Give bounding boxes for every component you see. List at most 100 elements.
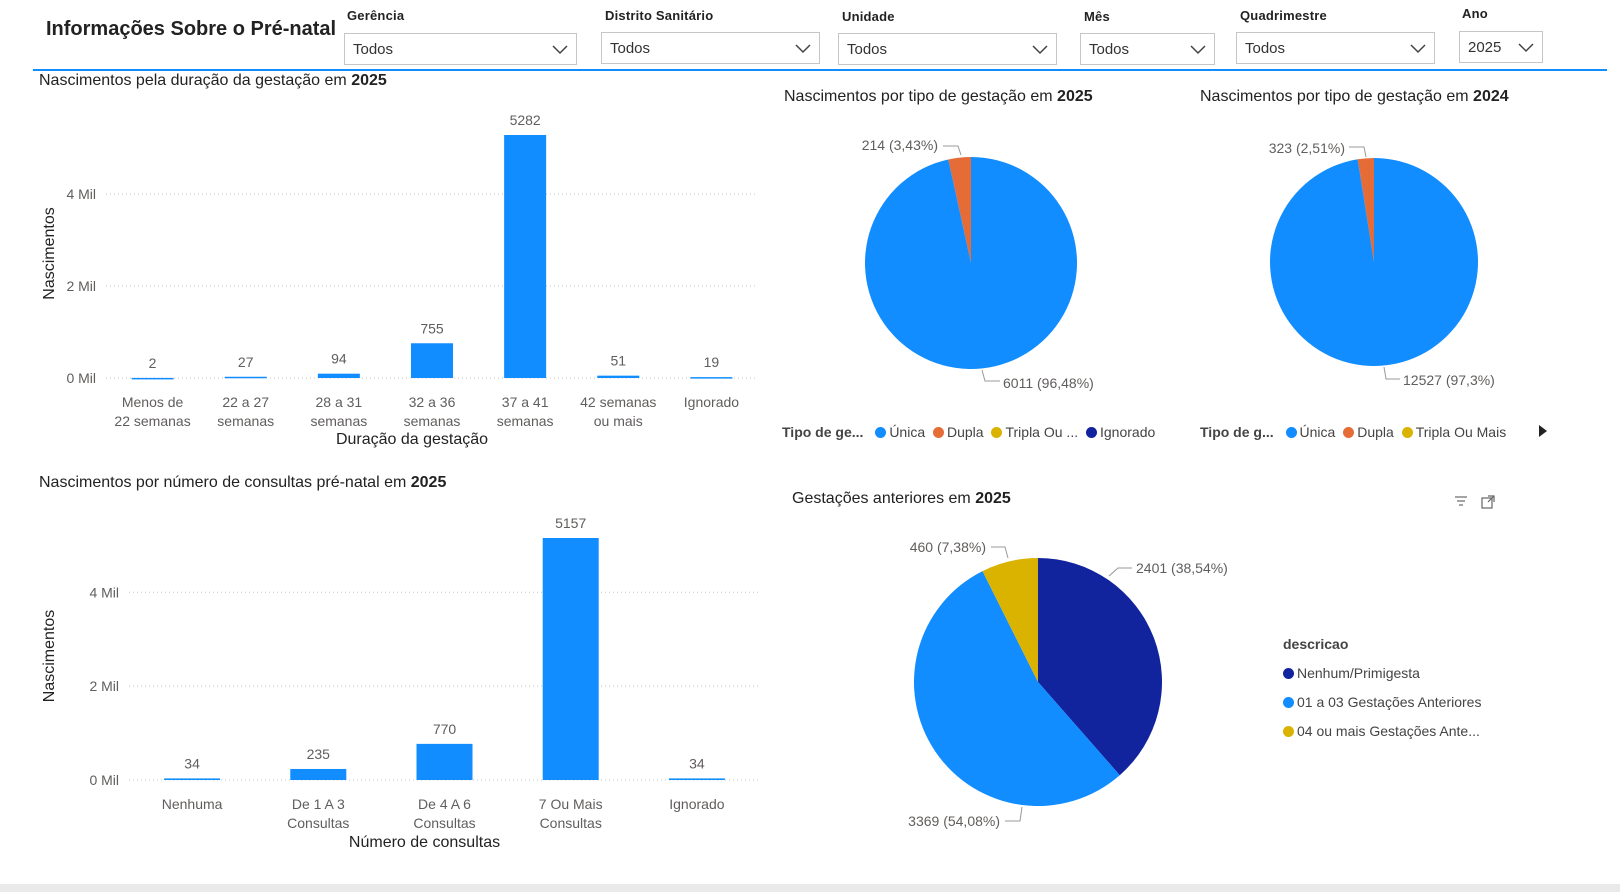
legend-dot [1283,726,1294,737]
legend-item-unica[interactable]: Única [1285,424,1336,440]
legend-dot [1086,427,1097,438]
chart-title-text: Nascimentos pela duração da gestação em [39,72,347,89]
chart-title-text: Nascimentos por tipo de gestação em [784,88,1053,105]
bar[interactable] [416,743,473,780]
distrito-dropdown[interactable]: Todos [601,32,820,64]
legend-label: Tripla Ou Mais [1415,424,1507,440]
mes-dropdown[interactable]: Todos [1080,33,1215,65]
filter-icon[interactable] [1453,494,1469,508]
chart-title-year: 2025 [975,490,1011,507]
legend-dot [991,427,1003,438]
bar[interactable] [317,373,360,378]
data-label: 2 [149,355,157,371]
gerencia-dropdown[interactable]: Todos [344,33,577,65]
bar[interactable] [131,377,174,380]
pie-slice[interactable] [1270,158,1478,366]
dropdown-value: Todos [1245,40,1286,57]
bar[interactable] [224,376,267,379]
bar[interactable] [597,375,640,378]
filter-label: Distrito Sanitário [605,8,714,23]
legend-item-ignorado[interactable]: Ignorado [1086,424,1155,440]
ano-dropdown[interactable]: 2025 [1459,31,1543,63]
bar[interactable] [542,538,599,780]
leader-line [1383,366,1400,380]
data-label: 235 [307,746,331,762]
legend-item-nenhum[interactable]: Nenhum/Primigesta [1283,659,1481,688]
leader-line [1349,146,1367,158]
filter-ano: Ano [1462,6,1488,21]
filter-label: Unidade [842,9,895,24]
pie-slice[interactable] [1038,558,1162,776]
pie-slice[interactable] [948,157,971,263]
x-axis-title: Número de consultas [349,834,500,851]
pie-slice[interactable] [1357,158,1374,262]
legend-title: Tipo de g... [1200,424,1274,440]
leader-line [1005,806,1023,822]
y-tick-label: 4 Mil [66,186,96,202]
legend-dot [1285,427,1297,438]
leader-line [991,546,1009,559]
pie-chart-tipo-2025: 214 (3,43%) 6011 (96,48%) [862,137,1094,391]
x-tick-label: Consultas [413,815,475,831]
data-label: 34 [689,755,705,771]
bar-chart-consultas: 0 Mil 2 Mil 4 Mil 34 Nenhuma 235 De 1 A 3 Consu… [41,515,760,851]
bar[interactable] [690,377,733,379]
legend-item-dupla[interactable]: Dupla [933,424,984,440]
y-tick-label: 4 Mil [89,584,119,600]
pie-slice[interactable] [865,157,1077,369]
filter-quadrimestre: Quadrimestre [1240,8,1327,23]
focus-mode-icon[interactable] [1480,494,1496,510]
chart-title-year: 2025 [410,474,447,491]
leader-line [981,369,1000,382]
bar[interactable] [504,135,547,378]
bar[interactable] [668,778,725,780]
x-tick-label: semanas [217,413,274,429]
header-divider [33,69,1607,71]
data-label: 323 (2,51%) [1269,140,1345,156]
data-label: 3369 (54,08%) [908,813,1000,829]
chart-title-year: 2025 [351,72,387,89]
quadrimestre-dropdown[interactable]: Todos [1236,32,1435,64]
data-label: 19 [704,354,720,370]
chart-title-year: 2025 [1057,88,1093,105]
data-label: 755 [420,320,444,336]
x-tick-label: 32 a 36 [409,394,456,410]
bar[interactable] [290,768,347,780]
y-tick-label: 2 Mil [89,678,119,694]
bar[interactable] [164,778,221,780]
filter-distrito: Distrito Sanitário [605,8,713,23]
pie-slice[interactable] [913,571,1120,806]
chart-title-consultas: Nascimentos por número de consultas pré-… [39,474,446,492]
legend-label: 04 ou mais Gestações Ante... [1297,723,1480,739]
filter-label: Mês [1084,9,1110,24]
dropdown-value: Todos [1089,41,1130,58]
y-tick-label: 0 Mil [89,772,119,788]
x-tick-label: Ignorado [684,394,739,410]
chevron-down-icon [1032,45,1048,55]
legend-title: Tipo de ge... [782,424,864,440]
chart-title-gestacoes: Gestações anteriores em 2025 [792,490,1011,508]
chevron-down-icon [1190,45,1206,55]
legend-next-arrow-icon[interactable] [1538,424,1548,438]
legend-item-tripla[interactable]: Tripla Ou ... [991,424,1078,440]
pie-slice[interactable] [982,558,1038,682]
legend-dot [1283,668,1294,679]
x-tick-label: 7 Ou Mais [539,796,603,812]
legend-item-01a03[interactable]: 01 a 03 Gestações Anteriores [1283,688,1481,717]
legend-title: descricao [1283,636,1349,652]
legend-item-unica[interactable]: Única [875,424,925,440]
x-tick-label: semanas [404,413,461,429]
x-tick-label: Nenhuma [162,796,223,812]
legend-item-tripla[interactable]: Tripla Ou Mais [1401,424,1507,440]
legend-item-04mais[interactable]: 04 ou mais Gestações Ante... [1283,717,1481,746]
x-tick-label: 42 semanas [580,394,656,410]
data-label: 34 [184,755,200,771]
unidade-dropdown[interactable]: Todos [838,33,1057,65]
legend-label: Única [1299,424,1336,440]
leader-line [1108,567,1132,577]
legend-tipo-2024: Tipo de g... Única Dupla Tripla Ou Mais [1200,424,1506,440]
data-label: 94 [331,351,347,367]
bar[interactable] [411,343,453,378]
legend-item-dupla[interactable]: Dupla [1343,424,1394,440]
data-label: 214 (3,43%) [862,137,938,153]
